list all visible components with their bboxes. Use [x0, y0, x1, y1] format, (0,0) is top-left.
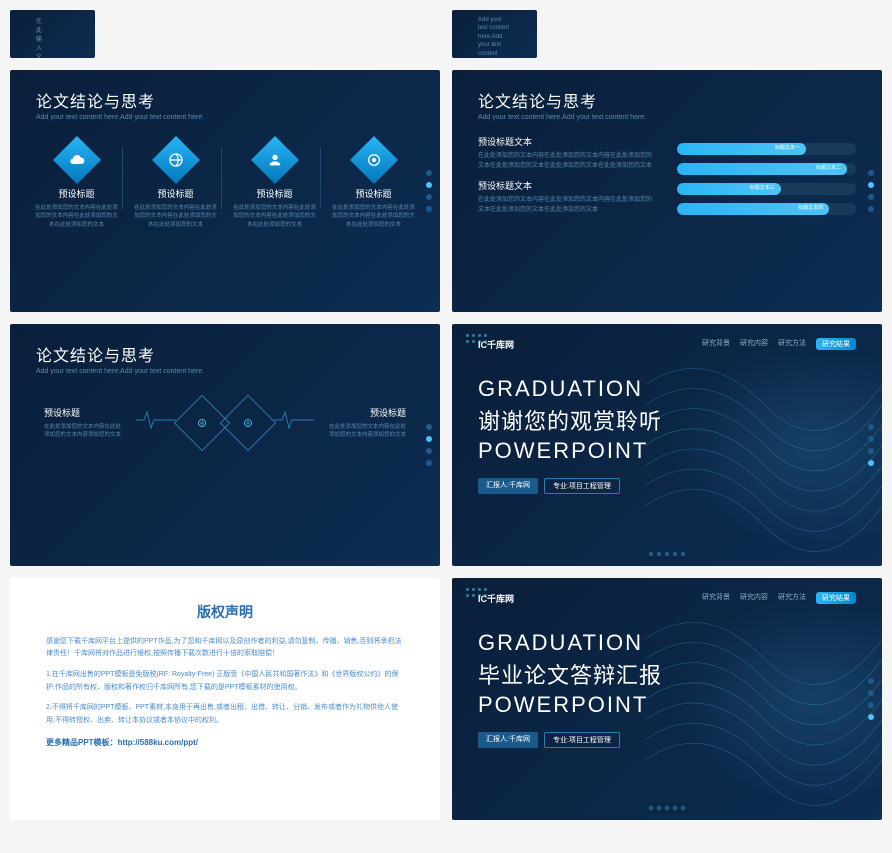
- target-icon: [349, 136, 397, 184]
- more-templates-link: 更多精品PPT模板：http://588ku.com/ppt/: [46, 737, 404, 748]
- bars-container: 标题文本一标题文本二标题文本三标题文本四: [677, 135, 856, 223]
- side-title: 预设标题: [44, 406, 124, 419]
- slide1-left-text: 在此输入文本内容在此输入文本内容在此输入文本 在此输入文本内容在此输入文本内容在…: [36, 18, 42, 58]
- wave-mesh-icon: [646, 578, 883, 820]
- pagination-dots: [868, 170, 874, 212]
- nav-item[interactable]: 研究背景: [702, 338, 730, 350]
- nav-item-active[interactable]: 研究结果: [816, 338, 856, 350]
- title-cn: 谢谢您的观赏聆听: [478, 404, 662, 436]
- section-subtitle: Add your text content here.Add your text…: [452, 114, 882, 129]
- pagination-dots: [426, 424, 432, 466]
- progress-bar: 标题文本四: [677, 203, 856, 215]
- sub-paragraph: 在此处添加您的文本内容在此处添加您的文本内容在此处添加您的文本在此处添加您的文本…: [478, 196, 657, 215]
- nav-item[interactable]: 研究内容: [740, 592, 768, 604]
- diamond-col: 预设标题 在此处添加您的文本内容在此处添加您的文本内容在此处添加您的文本在此处添…: [129, 137, 222, 229]
- nav-item-active[interactable]: 研究结果: [816, 592, 856, 604]
- nav-tabs: 研究背景 研究内容 研究方法 研究结果: [702, 338, 856, 350]
- sub-paragraph: 在此处添加您的文本内容在此处添加您的文本内容在此处添加您的文本在此处添加您的文本…: [478, 152, 657, 171]
- template-url[interactable]: http://588ku.com/ppt/: [118, 738, 198, 747]
- section-title: 论文结论与思考: [10, 324, 440, 368]
- heartbeat-line-icon: [274, 410, 314, 435]
- slide-thanks: IC千库网 研究背景 研究内容 研究方法 研究结果 GRADUATION 谢谢您…: [452, 324, 882, 566]
- slide-grid: 在此输入文本内容在此输入文本内容在此输入文本 在此输入文本内容在此输入文本内容在…: [10, 10, 882, 820]
- heartbeat-line-icon: [136, 410, 176, 435]
- wave-mesh-icon: [646, 324, 883, 566]
- copyright-p1: 感谢您下载千库网平台上提供的PPT作品,为了您和千库网以及原创作者的利益,请勿复…: [46, 636, 404, 661]
- nav-item[interactable]: 研究内容: [740, 338, 768, 350]
- pagination-dots: [868, 678, 874, 720]
- pagination-dots: [868, 424, 874, 466]
- globe-icon: [151, 136, 199, 184]
- slide-partial-2: Add your text content here.Add your text…: [452, 10, 537, 58]
- slide-main-title: IC千库网 研究背景 研究内容 研究方法 研究结果 GRADUATION 毕业论…: [452, 578, 882, 820]
- major-tag: 专业:项目工程管理: [544, 478, 620, 494]
- major-tag: 专业:项目工程管理: [544, 732, 620, 748]
- section-title: 论文结论与思考: [452, 70, 882, 114]
- nav-tabs: 研究背景 研究内容 研究方法 研究结果: [702, 592, 856, 604]
- col-title: 预设标题: [327, 187, 420, 200]
- sub-heading: 预设标题文本: [478, 135, 657, 148]
- logo: IC千库网: [478, 592, 514, 605]
- col-desc: 在此处添加您的文本内容在此处添加您的文本内容在此处添加您的文本在此处添加您的文本: [129, 204, 222, 229]
- presenter-tag: 汇报人:千库网: [478, 478, 538, 494]
- col-title: 预设标题: [129, 187, 222, 200]
- logo: IC千库网: [478, 338, 514, 351]
- bottom-pagination: [649, 552, 685, 556]
- title-en: GRADUATION: [478, 376, 662, 402]
- col-desc: 在此处添加您的文本内容在此处添加您的文本内容在此处添加您的文本在此处添加您的文本: [228, 204, 321, 229]
- progress-bar: 标题文本二: [677, 163, 856, 175]
- section-subtitle: Add your text content here.Add your text…: [10, 368, 440, 383]
- wave-decoration: [452, 10, 537, 58]
- slide-partial-1: 在此输入文本内容在此输入文本内容在此输入文本 在此输入文本内容在此输入文本内容在…: [10, 10, 95, 58]
- slide-diamonds: 论文结论与思考 Add your text content here.Add y…: [10, 70, 440, 312]
- cloud-icon: [52, 136, 100, 184]
- side-title: 预设标题: [326, 406, 406, 419]
- col-desc: 在此处添加您的文本内容在此处添加您的文本内容在此处添加您的文本在此处添加您的文本: [327, 204, 420, 229]
- title-en2: POWERPOINT: [478, 438, 662, 464]
- progress-bar: 标题文本一: [677, 143, 856, 155]
- side-desc: 在此处添加您的文本内容在此处添加您的文本内容添加您的文本: [44, 423, 124, 441]
- diamond-col: 预设标题 在此处添加您的文本内容在此处添加您的文本内容在此处添加您的文本在此处添…: [228, 137, 321, 229]
- gear-diamond-icon: [220, 395, 277, 452]
- user-icon: [250, 136, 298, 184]
- right-text-block: 预设标题 在此处添加您的文本内容在此处添加您的文本内容添加您的文本: [326, 406, 406, 441]
- slide-copyright: 版权声明 感谢您下载千库网平台上提供的PPT作品,为了您和千库网以及原创作者的利…: [10, 578, 440, 820]
- presenter-tag: 汇报人:千库网: [478, 732, 538, 748]
- sub-heading: 预设标题文本: [478, 179, 657, 192]
- slide-heartbeat: 论文结论与思考 Add your text content here.Add y…: [10, 324, 440, 566]
- copyright-p3: 2.不得将千库网的PPT模板、PPT素材,本身用于再出售,或者出租、出借、转让、…: [46, 702, 404, 727]
- copyright-p2: 1.在千库网出售的PPT模板是免版税(RF: Royalty-Free) 正版受…: [46, 669, 404, 694]
- col-title: 预设标题: [228, 187, 321, 200]
- left-text-block: 预设标题 在此处添加您的文本内容在此处添加您的文本内容添加您的文本: [44, 406, 124, 441]
- nav-item[interactable]: 研究方法: [778, 338, 806, 350]
- col-desc: 在此处添加您的文本内容在此处添加您的文本内容在此处添加您的文本在此处添加您的文本: [30, 204, 123, 229]
- col-title: 预设标题: [30, 187, 123, 200]
- nav-item[interactable]: 研究方法: [778, 592, 806, 604]
- diamond-col: 预设标题 在此处添加您的文本内容在此处添加您的文本内容在此处添加您的文本在此处添…: [327, 137, 420, 229]
- nav-item[interactable]: 研究背景: [702, 592, 730, 604]
- slide-bars: 论文结论与思考 Add your text content here.Add y…: [452, 70, 882, 312]
- bottom-pagination: [649, 806, 685, 810]
- title-cn: 毕业论文答辩汇报: [478, 658, 662, 690]
- section-subtitle: Add your text content here.Add your text…: [10, 114, 440, 129]
- section-title: 论文结论与思考: [10, 70, 440, 114]
- copyright-title: 版权声明: [46, 602, 404, 622]
- title-en: GRADUATION: [478, 630, 662, 656]
- pagination-dots: [426, 170, 432, 212]
- side-desc: 在此处添加您的文本内容在此处添加您的文本内容添加您的文本: [326, 423, 406, 441]
- title-en2: POWERPOINT: [478, 692, 662, 718]
- progress-bar: 标题文本三: [677, 183, 856, 195]
- diamond-col: 预设标题 在此处添加您的文本内容在此处添加您的文本内容在此处添加您的文本在此处添…: [30, 137, 123, 229]
